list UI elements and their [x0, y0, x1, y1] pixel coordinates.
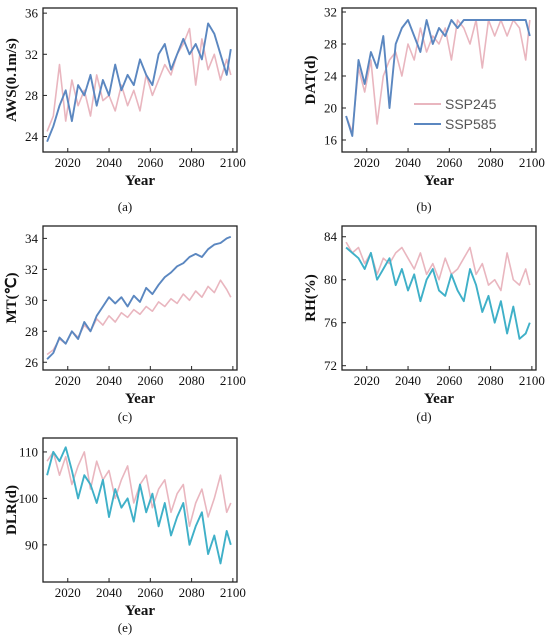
x-tick-label: 2020 [354, 155, 380, 170]
plot-frame [341, 7, 537, 153]
legend: SSP245 SSP585 [414, 96, 497, 132]
x-tick-label: 2080 [179, 155, 205, 170]
plot-frame [42, 225, 238, 371]
y-tick-label: 100 [19, 491, 39, 506]
y-tick-label: 20 [324, 101, 337, 116]
y-axis-title: DLR(d) [4, 485, 20, 535]
x-axis-title: Year [125, 173, 155, 189]
panel-caption: (e) [118, 620, 132, 635]
panel-caption: (a) [118, 199, 132, 214]
y-tick-label: 24 [25, 129, 39, 144]
y-tick-label: 30 [25, 293, 38, 308]
x-tick-label: 2100 [519, 155, 545, 170]
x-tick-label: 2040 [96, 155, 122, 170]
panel-caption: (d) [416, 409, 431, 424]
y-tick-label: 110 [19, 444, 38, 459]
x-axis-title: Year [424, 173, 454, 189]
y-tick-label: 36 [25, 6, 39, 21]
y-tick-label: 84 [324, 229, 338, 244]
series-line-ssp245 [46, 279, 232, 356]
series-line-ssp585 [46, 235, 232, 360]
x-tick-label: 2040 [96, 585, 122, 600]
panel-c: 2020 2040 2060 2080 2100 26 28 30 32 34 Year MT(℃) (… [4, 225, 246, 424]
y-tick-label: 28 [324, 37, 337, 52]
x-tick-label: 2040 [395, 155, 421, 170]
x-axis-title: Year [424, 391, 454, 407]
legend-label: SSP585 [445, 116, 497, 132]
series-line-ssp585 [345, 246, 531, 340]
x-tick-label: 2100 [220, 155, 246, 170]
x-axis-title: Year [125, 603, 155, 619]
y-axis-title: AWS(0.1m/s) [4, 38, 20, 122]
x-tick-label: 2020 [55, 155, 81, 170]
y-axis-title: DAT(d) [303, 56, 319, 105]
x-tick-label: 2060 [137, 373, 163, 388]
x-tick-label: 2020 [55, 585, 81, 600]
x-tick-label: 2060 [137, 155, 163, 170]
y-tick-label: 34 [25, 231, 39, 246]
x-tick-label: 2040 [96, 373, 122, 388]
x-tick-label: 2100 [220, 585, 246, 600]
panel-a: 2020 2040 2060 2080 2100 24 28 32 36 Year AWS(0.1m… [4, 6, 246, 214]
x-tick-label: 2080 [179, 585, 205, 600]
series-line-ssp585 [345, 19, 531, 137]
y-tick-label: 32 [25, 47, 38, 62]
panel-caption: (c) [118, 409, 132, 424]
y-tick-label: 32 [25, 262, 38, 277]
y-tick-label: 26 [25, 355, 39, 370]
x-tick-label: 2040 [395, 373, 421, 388]
panel-caption: (b) [416, 199, 431, 214]
y-axis-title: RH(%) [303, 274, 319, 322]
y-tick-label: 76 [324, 315, 338, 330]
y-tick-label: 72 [324, 358, 337, 373]
y-tick-label: 16 [324, 133, 338, 148]
y-tick-label: 32 [324, 5, 337, 20]
panel-d: 2020 2040 2060 2080 2100 72 76 80 84 Year RH(%) (d) [303, 225, 545, 424]
x-tick-label: 2060 [436, 373, 462, 388]
plot-frame [42, 437, 238, 583]
panel-e: 2020 2040 2060 2080 2100 90 100 110 Year DLR(d) (e… [4, 437, 246, 635]
y-axis-title: MT(℃) [4, 272, 20, 323]
x-tick-label: 2020 [354, 373, 380, 388]
series-line-ssp585 [46, 446, 232, 565]
y-tick-label: 80 [324, 272, 337, 287]
series-line-ssp245 [345, 241, 531, 292]
x-axis-title: Year [125, 391, 155, 407]
x-tick-label: 2060 [137, 585, 163, 600]
series-line-ssp585 [46, 22, 232, 143]
x-tick-label: 2100 [220, 373, 246, 388]
x-tick-label: 2080 [179, 373, 205, 388]
y-tick-label: 28 [25, 88, 38, 103]
panel-b: 2020 2040 2060 2080 2100 16 20 24 28 32 Year DAT(d)… [303, 5, 545, 215]
x-tick-label: 2080 [478, 155, 504, 170]
plot-frame [42, 7, 238, 153]
x-tick-label: 2080 [478, 373, 504, 388]
series-line-ssp245 [345, 19, 531, 133]
plot-frame [341, 225, 537, 371]
y-tick-label: 28 [25, 324, 38, 339]
x-tick-label: 2060 [436, 155, 462, 170]
x-tick-label: 2100 [519, 373, 545, 388]
legend-label: SSP245 [445, 96, 497, 112]
y-tick-label: 24 [324, 69, 338, 84]
y-tick-label: 90 [25, 537, 38, 552]
x-tick-label: 2020 [55, 373, 81, 388]
series-line-ssp245 [46, 27, 232, 132]
